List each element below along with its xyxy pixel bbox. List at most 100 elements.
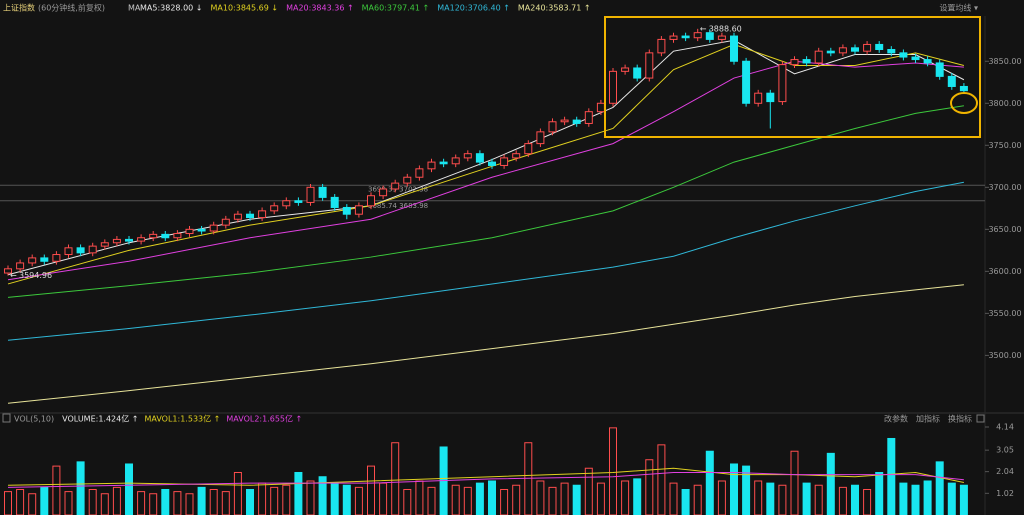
mavol-line [7,467,965,486]
mavol-legend: MAVOL2:1.655亿 ↑ [226,414,302,424]
volume-bar [173,491,182,515]
y-tick-label: 4.14 [996,423,1014,432]
volume-bar [790,450,799,515]
candle-body [645,52,654,79]
volume-bar [488,480,496,515]
volume-bar [294,471,303,515]
candle-body [137,237,146,242]
candle-body [76,247,85,254]
volume-bar [258,482,267,515]
candle-body [766,92,775,103]
volume-bar [923,480,932,515]
panel-close[interactable] [976,414,985,423]
candle-body [730,35,738,62]
volume-bar [475,482,484,515]
candle-body [112,238,121,244]
volume-bar [52,465,61,515]
candle-body [64,247,73,256]
candle-body [185,228,194,235]
candle-body [693,32,702,39]
candle-body [318,186,327,198]
candle-body [330,196,339,208]
candle-body [475,153,484,163]
volume-bar [621,480,630,515]
volume-bar [451,484,460,515]
volume-bar [415,480,424,515]
volume-bar [112,486,121,515]
ma-legend: MA60:3797.41 ↑ [362,4,430,13]
candle-body [560,119,569,123]
candle-body [306,186,315,203]
volume-bar [342,484,351,515]
candle-body [754,92,763,104]
candle-body [524,143,533,155]
ma-line [7,181,964,341]
ma-settings[interactable]: 设置均线 ▾ [939,3,978,13]
y-tick-label: 3500.00 [988,351,1021,360]
y-tick-label: 3750.00 [988,141,1021,150]
volume-bar [512,484,521,515]
volume-bar [669,482,678,515]
indicator-button[interactable]: 换指标 [948,414,972,424]
indicator-button[interactable]: 改参数 [884,414,908,424]
volume-bar [548,486,557,515]
volume-bar [766,482,775,515]
candle-body [705,32,714,40]
candle-body [88,245,97,254]
volume-bar [16,488,25,515]
candle-body [28,257,37,264]
volume-bar [100,493,109,515]
candle-body [947,75,956,87]
candle-body [415,168,424,178]
ma-line [7,105,964,298]
candle-body [548,121,557,133]
volume-legend: VOLUME:1.424亿 ↑ [62,414,138,424]
volume-bar [354,486,363,515]
indicator-button[interactable]: 加指标 [916,414,940,424]
volume-bar [609,427,617,515]
volume-bar [572,484,581,515]
candle-body [40,257,49,262]
candle-body [246,213,254,219]
price-annotation: 3888.60 [709,24,742,33]
candle-body [911,56,920,61]
volume-bar [887,437,896,515]
candle-body [4,268,12,274]
candle-body [572,119,581,124]
y-tick-label: 3.05 [996,446,1014,455]
candle-body [681,35,690,39]
ma-legend: MA120:3706.40 ↑ [437,4,510,13]
price-arrow: ← [700,24,707,33]
candle-body [282,200,291,207]
volume-bar [863,488,872,515]
volume-bar [935,461,944,515]
ma-legend: MA5:3828.00 ↓ [140,4,203,13]
candle-body [258,210,267,219]
candle-body [935,62,944,77]
candle-body [596,102,605,113]
volume-bar [633,478,642,515]
y-tick-label: 3850.00 [988,57,1021,66]
candle-body [621,67,630,72]
candle-body [149,233,158,239]
volume-bar [270,486,279,515]
candle-body [863,43,872,52]
candle-body [851,47,859,52]
candle-body [100,242,109,247]
candle-body [197,228,206,232]
volume-bar [838,486,847,515]
volume-bar [875,471,884,515]
candle-body [173,233,182,239]
candle-body [233,213,242,220]
volume-bar [40,486,49,515]
volume-bar [306,480,315,515]
volume-bar [391,442,400,515]
help-icon[interactable] [2,413,11,423]
candle-body [463,153,472,159]
candle-body [221,218,230,226]
volume-bar [246,488,254,515]
volume-bar [403,488,412,515]
volume-bar [681,488,690,515]
